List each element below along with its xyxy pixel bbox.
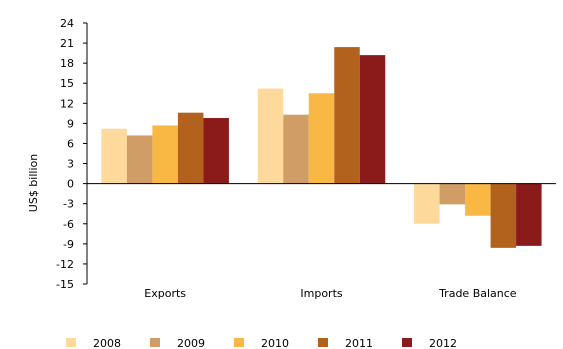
y-tick-label: 9 [67, 117, 74, 130]
y-tick-label: -12 [56, 258, 74, 271]
bar-trade-balance-2012 [516, 183, 542, 246]
bar-exports-2008 [101, 128, 127, 184]
y-tick-label: 21 [60, 37, 74, 50]
y-tick-label: 0 [67, 178, 74, 191]
legend-label: 2012 [429, 337, 457, 349]
bars [101, 47, 542, 248]
bar-trade-balance-2011 [490, 183, 517, 248]
bar-imports-2010 [308, 93, 335, 184]
y-axis-title: US$ billion [27, 154, 40, 212]
y-tick-label: -6 [63, 218, 74, 231]
bar-trade-balance-2008 [414, 183, 440, 224]
legend-label: 2010 [261, 337, 289, 349]
y-tick-label: 3 [67, 158, 74, 171]
bar-trade-balance-2010 [465, 183, 491, 216]
y-tick-label: 15 [60, 77, 74, 90]
y-tick-label: 18 [60, 57, 74, 70]
x-category-label: Imports [300, 287, 343, 300]
y-tick-label: -15 [56, 278, 74, 291]
bar-trade-balance-2009 [439, 183, 466, 205]
bar-exports-2011 [177, 112, 204, 184]
legend-label: 2009 [177, 337, 205, 349]
y-tick-label: -9 [63, 238, 74, 251]
x-category-label: Trade Balance [438, 287, 517, 300]
bar-imports-2012 [359, 55, 386, 184]
y-axis: 24 21 18 15 12 9 6 3 0 -3 -6 -9 -12 -15 [56, 17, 88, 291]
legend-swatch-2010 [234, 338, 244, 347]
legend-swatch-2011 [318, 338, 328, 347]
legend: 2008 2009 2010 2011 2012 [66, 337, 457, 349]
y-tick-label: 6 [67, 137, 74, 150]
bar-exports-2010 [152, 125, 178, 184]
bar-exports-2009 [126, 135, 153, 184]
legend-swatch-2009 [150, 338, 160, 347]
legend-swatch-2012 [402, 338, 412, 347]
legend-label: 2011 [345, 337, 373, 349]
bar-exports-2012 [203, 118, 229, 184]
bar-imports-2011 [334, 47, 360, 184]
x-category-label: Exports [144, 287, 186, 300]
bar-imports-2008 [257, 88, 284, 184]
y-tick-label: -3 [63, 198, 74, 211]
y-tick-label: 12 [60, 97, 74, 110]
category-labels: Exports Imports Trade Balance [144, 287, 517, 300]
bar-imports-2009 [283, 114, 309, 184]
legend-swatch-2008 [66, 338, 76, 347]
y-tick-label: 24 [60, 17, 74, 30]
legend-label: 2008 [93, 337, 121, 349]
